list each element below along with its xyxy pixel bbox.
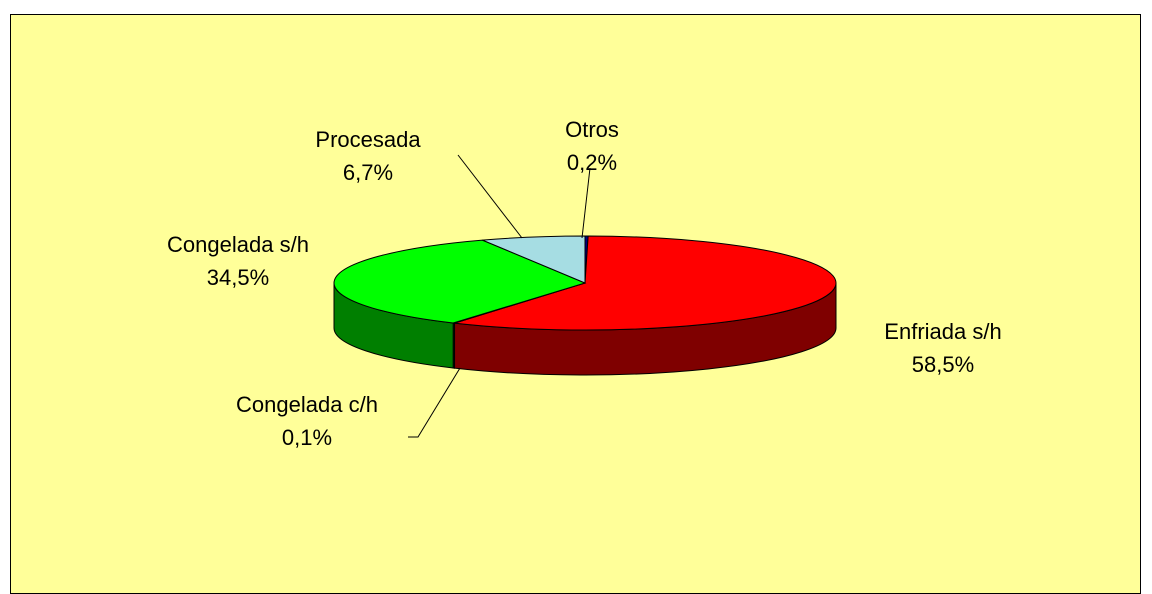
- leader-line: [581, 167, 591, 239]
- data-label: Procesada 6,7%: [268, 123, 468, 189]
- category-label: Otros: [565, 117, 619, 142]
- category-label: Congelada s/h: [167, 232, 309, 257]
- value-label: 58,5%: [911, 352, 975, 377]
- category-label: Procesada: [315, 127, 421, 152]
- data-label: Congelada c/h 0,1%: [232, 388, 382, 454]
- value-label: 34,5%: [206, 265, 270, 290]
- value-label: 0,2%: [566, 150, 618, 175]
- leader-line: [408, 367, 461, 438]
- slice: [482, 235, 586, 284]
- data-label: Otros 0,2%: [532, 113, 652, 179]
- value-label: 6,7%: [342, 160, 394, 185]
- category-label: Enfriada s/h: [884, 319, 1002, 344]
- data-label: Enfriada s/h 58,5%: [813, 315, 1073, 381]
- slice: [333, 239, 587, 324]
- category-label: Congelada c/h: [236, 392, 378, 417]
- leader-line: [457, 154, 523, 239]
- slice: [454, 235, 837, 331]
- value-label: 0,1%: [281, 425, 333, 450]
- data-label: Congelada s/h 34,5%: [163, 228, 313, 294]
